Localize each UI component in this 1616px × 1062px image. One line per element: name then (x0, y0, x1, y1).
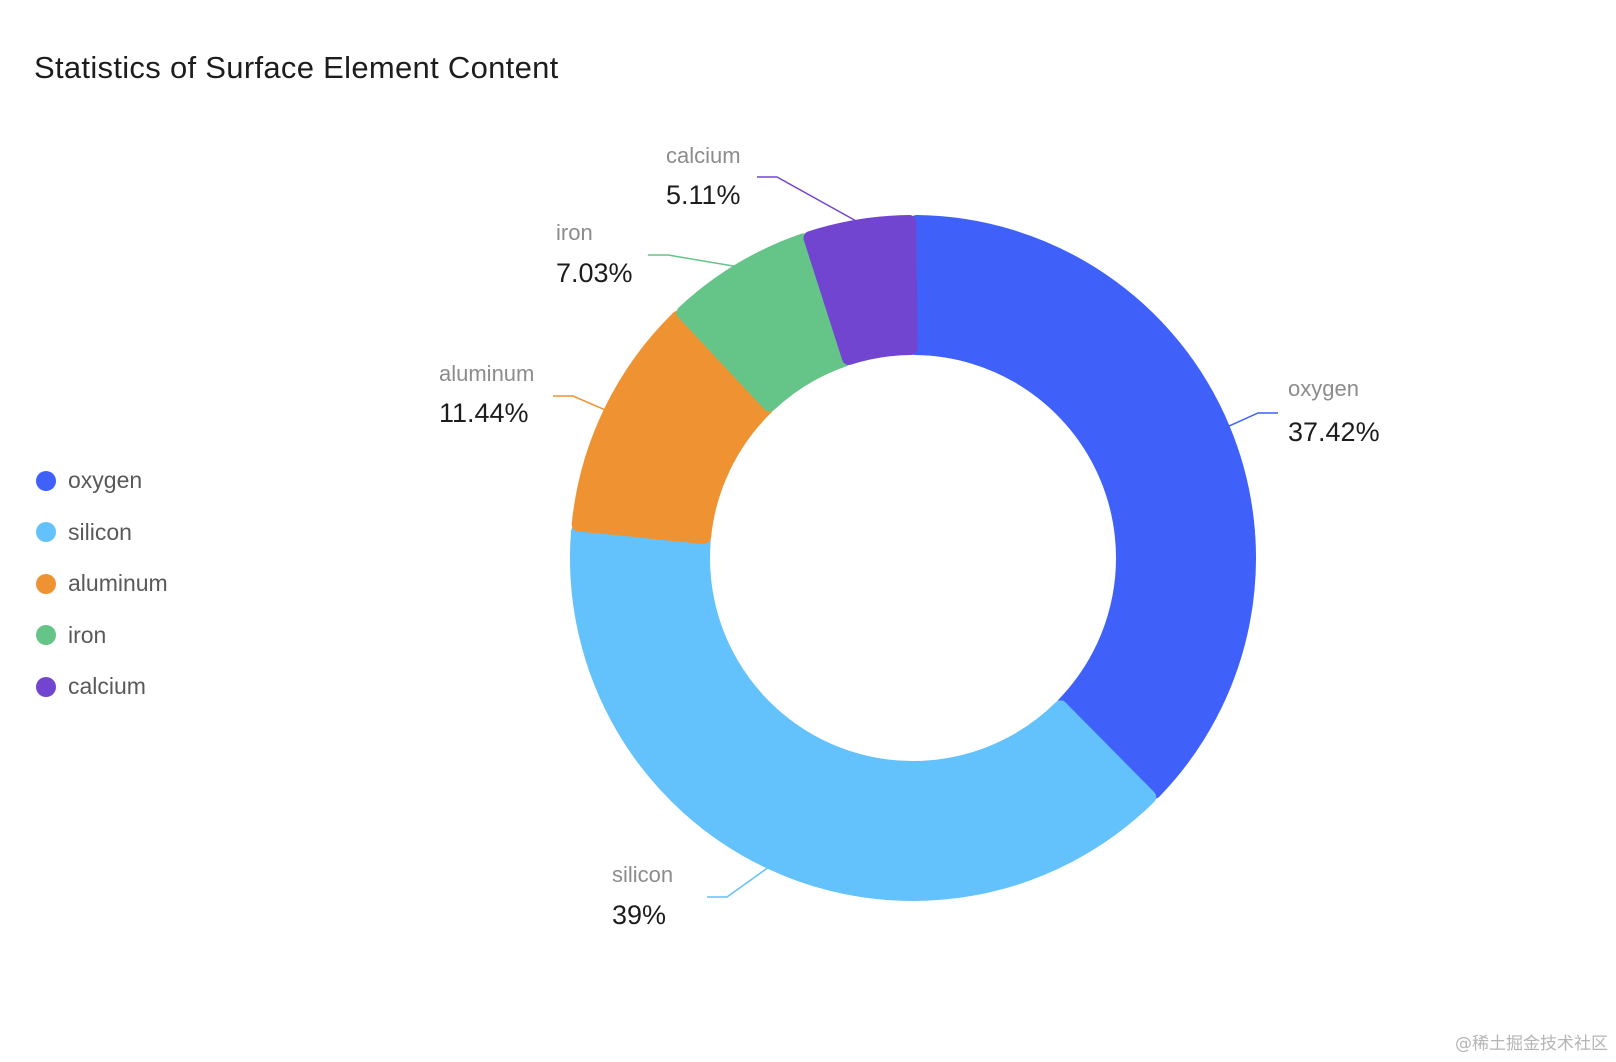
data-label-name-calcium: calcium (666, 143, 741, 168)
legend-dot-silicon (36, 522, 56, 543)
data-label-value-silicon: 39% (612, 900, 666, 930)
watermark: @稀土掘金技术社区 (1455, 1034, 1608, 1054)
data-label-value-iron: 7.03% (556, 258, 633, 288)
leader-line-iron (648, 254, 738, 268)
legend-dot-calcium (36, 676, 56, 697)
legend-item-oxygen[interactable]: oxygen (36, 455, 168, 507)
legend-item-aluminum[interactable]: aluminum (36, 558, 168, 610)
legend-item-iron[interactable]: iron (36, 610, 168, 662)
leader-line-calcium (757, 176, 860, 224)
chart-title: Statistics of Surface Element Content (34, 50, 559, 85)
data-label-name-oxygen: oxygen (1288, 376, 1359, 401)
legend: oxygen silicon aluminum iron calcium (36, 455, 168, 713)
legend-label-iron: iron (68, 621, 107, 648)
data-label-name-silicon: silicon (612, 862, 673, 887)
data-label-value-aluminum: 11.44% (439, 398, 529, 428)
data-label-value-calcium: 5.11% (666, 180, 741, 210)
legend-label-calcium: calcium (68, 673, 146, 700)
legend-label-aluminum: aluminum (68, 570, 168, 597)
legend-dot-oxygen (36, 470, 56, 491)
data-label-value-oxygen: 37.42% (1288, 417, 1380, 447)
legend-dot-iron (36, 625, 56, 646)
slice-aluminum[interactable] (571, 310, 774, 544)
legend-item-silicon[interactable]: silicon (36, 507, 168, 559)
legend-dot-aluminum (36, 573, 56, 594)
legend-label-oxygen: oxygen (68, 467, 143, 494)
leader-line-silicon (707, 865, 771, 898)
leader-line-aluminum (553, 395, 607, 412)
data-label-name-aluminum: aluminum (439, 361, 534, 386)
slice-oxygen[interactable] (908, 215, 1256, 799)
legend-label-silicon: silicon (68, 518, 132, 545)
slice-iron[interactable] (676, 233, 852, 412)
legend-item-calcium[interactable]: calcium (36, 661, 168, 713)
slice-silicon[interactable] (570, 524, 1157, 901)
data-label-name-iron: iron (556, 220, 593, 245)
leader-line-oxygen (1226, 412, 1278, 428)
slice-calcium[interactable] (803, 215, 918, 366)
